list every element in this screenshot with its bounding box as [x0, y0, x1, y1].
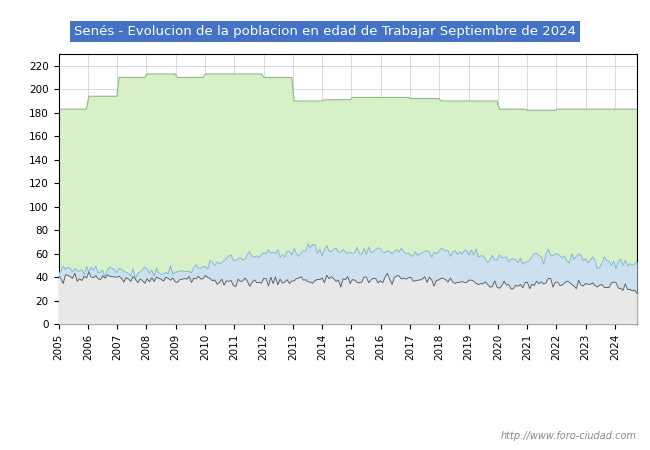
Text: Senés - Evolucion de la poblacion en edad de Trabajar Septiembre de 2024: Senés - Evolucion de la poblacion en eda…	[74, 25, 576, 38]
Text: http://www.foro-ciudad.com: http://www.foro-ciudad.com	[501, 431, 637, 441]
